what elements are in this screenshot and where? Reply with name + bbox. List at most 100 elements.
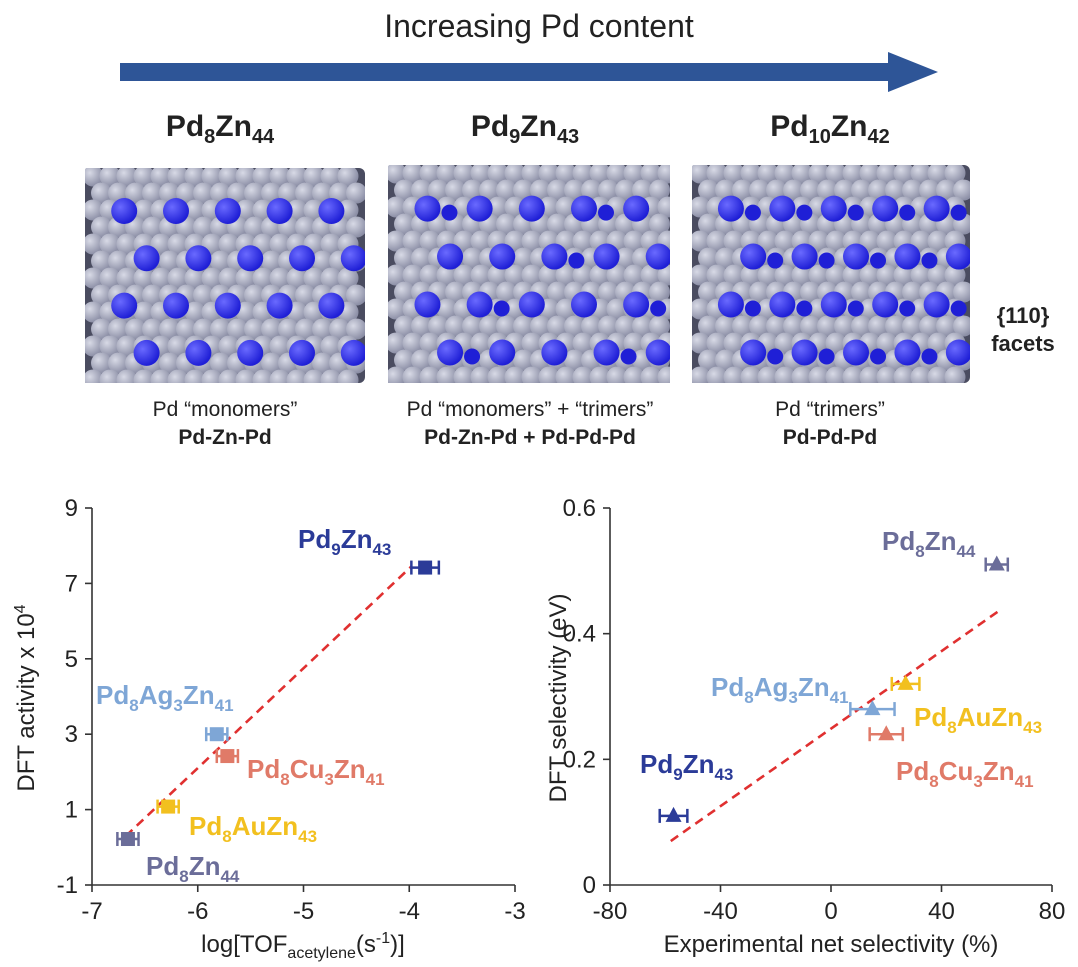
pd-atom	[414, 291, 441, 318]
pd-atom	[870, 348, 887, 365]
pd-atom	[111, 292, 138, 319]
zn-atom	[538, 366, 560, 383]
structure-image-pd8zn44	[85, 168, 365, 383]
zn-atom	[91, 352, 112, 374]
pd-atom	[111, 198, 138, 224]
zn-atom	[487, 165, 509, 184]
zn-atom	[706, 366, 728, 383]
zn-atom	[244, 182, 265, 204]
zn-atom	[808, 264, 830, 286]
zn-atom	[218, 267, 240, 289]
zn-atom	[706, 230, 728, 252]
zn-atom	[623, 165, 645, 184]
zn-atom	[851, 315, 872, 337]
pd-atom	[717, 291, 744, 318]
zn-atom	[692, 298, 711, 320]
zn-atom	[487, 366, 509, 383]
pd-atom	[899, 204, 916, 221]
pd-atom	[493, 300, 510, 317]
zn-atom	[504, 264, 526, 286]
zn-atom	[184, 301, 206, 323]
pd-atom	[623, 195, 650, 222]
zn-atom	[521, 332, 543, 354]
zn-atom	[167, 267, 189, 289]
zn-atom	[649, 281, 670, 303]
zn-atom	[547, 315, 568, 337]
pd-atom	[769, 195, 796, 222]
y-axis-label: DFT activity x 104	[12, 604, 40, 791]
pd-atom	[518, 291, 545, 318]
zn-atom	[402, 332, 424, 354]
zn-atom	[581, 179, 602, 201]
pd-atom	[414, 195, 441, 222]
zn-atom	[428, 315, 449, 337]
zn-atom	[757, 165, 779, 184]
zn-atom	[210, 318, 231, 340]
zn-atom	[598, 281, 619, 303]
zn-atom	[623, 366, 645, 383]
zn-atom	[800, 315, 821, 337]
zn-atom	[320, 168, 342, 187]
zn-atom	[193, 318, 214, 340]
zn-atom	[419, 264, 441, 286]
zn-atom	[167, 369, 189, 383]
zn-atom	[99, 335, 121, 357]
data-point-Pd8Cu3Zn41	[220, 749, 235, 764]
zn-atom	[749, 315, 770, 337]
zn-atom	[419, 165, 441, 184]
zn-atom	[108, 250, 129, 272]
zn-atom	[295, 318, 316, 340]
data-point-Pd8Cu3Zn41	[878, 725, 895, 741]
zn-atom	[692, 366, 711, 383]
zn-atom	[774, 230, 796, 252]
zn-atom	[740, 366, 762, 383]
zn-atom	[808, 165, 830, 184]
zn-atom	[312, 352, 333, 374]
zn-atom	[235, 267, 257, 289]
zn-atom	[698, 179, 719, 201]
zn-atom	[944, 366, 966, 383]
zn-atom	[538, 264, 560, 286]
zn-atom	[521, 165, 543, 184]
zn-atom	[530, 315, 551, 337]
zn-atom	[774, 165, 796, 184]
zn-atom	[269, 233, 291, 255]
zn-atom	[598, 315, 619, 337]
zn-atom	[346, 318, 365, 340]
zn-atom	[227, 318, 248, 340]
zn-atom	[462, 179, 483, 201]
zn-atom	[496, 315, 517, 337]
zn-atom	[919, 315, 940, 337]
structure-image-pd10zn42	[692, 165, 970, 383]
zn-atom	[295, 216, 316, 238]
zn-atom	[116, 233, 138, 255]
data-point-Pd9Zn43	[665, 806, 682, 822]
pd-atom	[820, 291, 847, 318]
pd-atom	[568, 252, 585, 269]
pd-atom	[945, 339, 970, 366]
pd-atom	[921, 252, 938, 269]
zn-atom	[453, 264, 475, 286]
zn-atom	[388, 366, 407, 383]
zn-atom	[774, 264, 796, 286]
pd-atom	[570, 291, 597, 318]
zn-atom	[286, 267, 308, 289]
zn-atom	[927, 165, 949, 184]
zn-atom	[868, 315, 889, 337]
zn-atom	[640, 366, 662, 383]
zn-atom	[303, 267, 325, 289]
zn-atom	[85, 335, 104, 357]
zn-atom	[513, 179, 534, 201]
zn-atom	[615, 247, 636, 269]
x-tick-label: -40	[703, 898, 738, 925]
zn-atom	[783, 179, 804, 201]
x-axis-label: log[TOFacetylene(s-1)]	[201, 930, 405, 962]
pd-atom	[717, 195, 744, 222]
zn-atom	[99, 267, 121, 289]
zn-atom	[402, 366, 424, 383]
pd-atom	[541, 243, 568, 270]
caption-pd9zn43: Pd “monomers” + “trimers” Pd-Zn-Pd + Pd-…	[406, 398, 654, 449]
pd-atom	[818, 252, 835, 269]
zn-atom	[428, 179, 449, 201]
zn-atom	[698, 349, 719, 371]
